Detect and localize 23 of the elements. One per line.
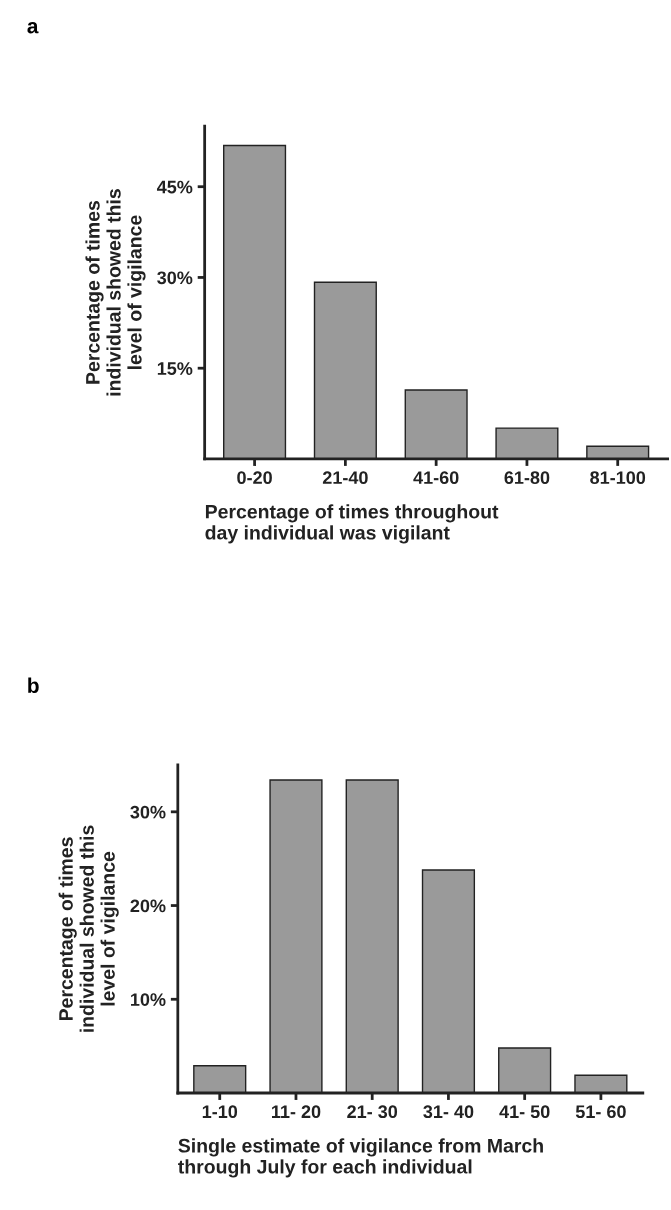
y-tick-label: 10% bbox=[131, 993, 166, 1006]
x-tick-label: 81-100 bbox=[590, 471, 646, 485]
x-tick-label: 41- 50 bbox=[499, 1105, 550, 1119]
x-tick-label: 41-60 bbox=[413, 471, 459, 485]
y-tick-label: 20% bbox=[130, 899, 166, 913]
x-tick-label: 51- 60 bbox=[575, 1105, 626, 1119]
x-tick-label: 31- 40 bbox=[423, 1105, 474, 1119]
x-tick-label: 61-80 bbox=[504, 471, 550, 485]
y-tick-label: 30% bbox=[130, 805, 166, 819]
y-axis-title: Percentage of times individual showed this level of vigilance bbox=[58, 825, 119, 1032]
x-tick-label: 0-20 bbox=[237, 471, 272, 485]
x-axis-title: Single estimate of vigilance from March through July for each individual bbox=[178, 1138, 543, 1178]
text: b bbox=[28, 677, 39, 693]
x-tick-label: 21-40 bbox=[322, 471, 368, 485]
x-axis-title: Percentage of times throughout day individual was vigilant bbox=[205, 504, 499, 544]
y-tick-label: 15% bbox=[157, 362, 193, 375]
x-tick-label: 21- 30 bbox=[347, 1105, 398, 1119]
y-tick-label: 45% bbox=[156, 180, 193, 194]
y-tick-label: 30% bbox=[157, 271, 193, 285]
x-tick-label: 11- 20 bbox=[272, 1105, 321, 1119]
x-tick-label: 1-10 bbox=[202, 1105, 238, 1119]
text: a bbox=[27, 22, 39, 34]
y-axis-title: Percentage of times individual showed this level of vigilance bbox=[85, 189, 146, 396]
